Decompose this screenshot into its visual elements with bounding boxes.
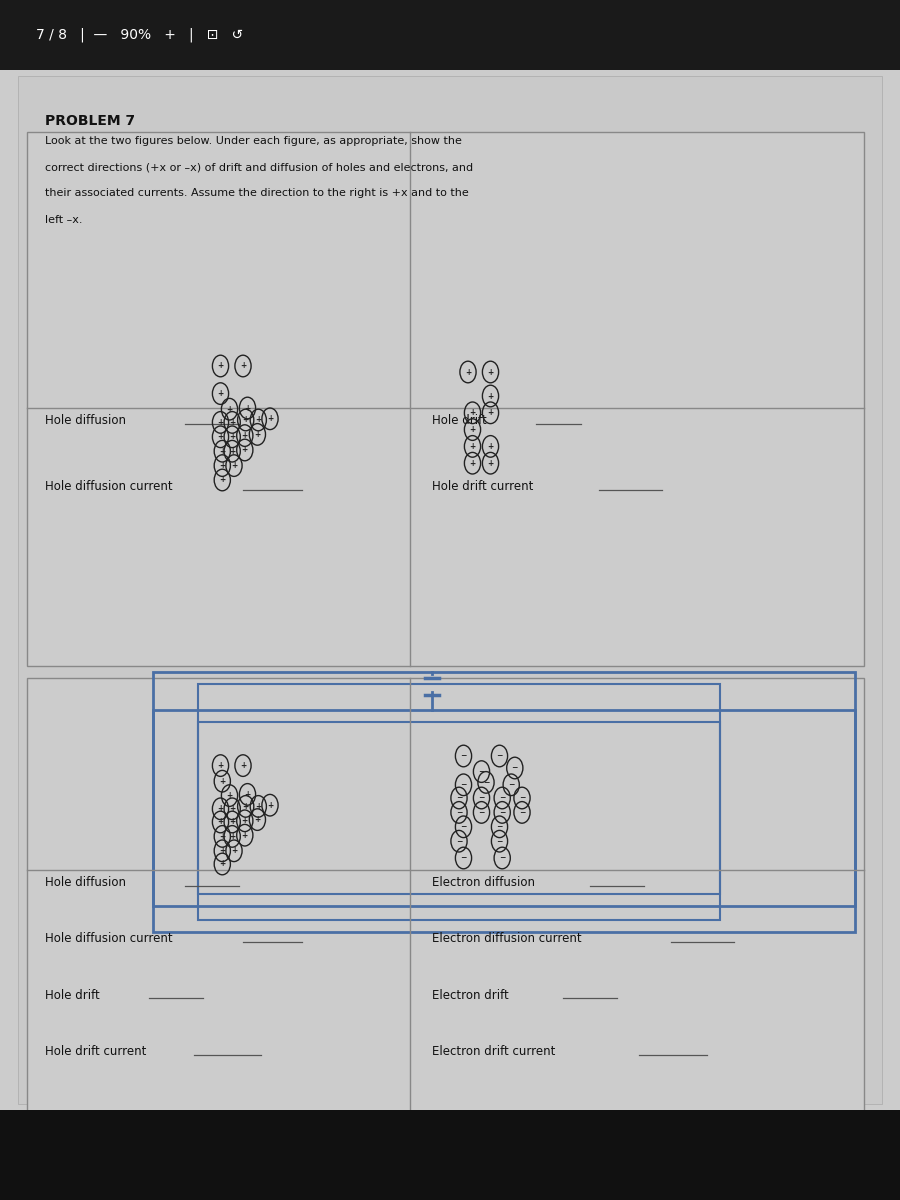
Text: −: − <box>478 793 485 803</box>
Bar <box>153 710 855 932</box>
Text: +: + <box>470 408 475 418</box>
Text: their associated currents. Assume the direction to the right is +x and to the: their associated currents. Assume the di… <box>45 188 469 198</box>
Text: +: + <box>230 804 235 814</box>
Text: +: + <box>220 859 225 869</box>
Text: +: + <box>220 776 225 786</box>
Text: Hole diffusion: Hole diffusion <box>45 876 126 889</box>
Bar <box>27 678 864 1128</box>
Text: Hole diffusion current: Hole diffusion current <box>45 932 173 946</box>
Text: +: + <box>230 832 235 841</box>
Text: Electron diffusion current: Electron diffusion current <box>432 932 581 946</box>
Text: +: + <box>230 432 235 442</box>
Text: +: + <box>267 800 273 810</box>
Text: +: + <box>231 461 237 470</box>
Text: +: + <box>218 361 223 371</box>
Text: Hole diffusion current: Hole diffusion current <box>45 480 173 493</box>
Text: Electron drift: Electron drift <box>432 989 508 1002</box>
Text: −: − <box>482 778 490 787</box>
Bar <box>0 0 900 70</box>
Text: 7 / 8   |  —   90%   +   |   ⊡   ↺: 7 / 8 | — 90% + | ⊡ ↺ <box>36 28 243 42</box>
Text: +: + <box>470 458 475 468</box>
Text: +: + <box>218 389 223 398</box>
Text: +: + <box>227 404 232 414</box>
Text: Look at the two figures below. Under each figure, as appropriate, show the: Look at the two figures below. Under eac… <box>45 136 462 145</box>
Text: +: + <box>242 431 248 440</box>
Text: −: − <box>499 808 506 817</box>
Text: Hole drift current: Hole drift current <box>432 480 534 493</box>
Text: −: − <box>455 793 463 803</box>
Bar <box>153 672 855 906</box>
Text: +: + <box>218 761 223 770</box>
Text: −: − <box>460 822 467 832</box>
Text: +: + <box>240 761 246 770</box>
Text: +: + <box>218 804 223 814</box>
Text: +: + <box>220 461 225 470</box>
Text: +: + <box>243 415 248 425</box>
Text: +: + <box>230 418 235 427</box>
Text: +: + <box>255 815 260 824</box>
Text: +: + <box>465 367 471 377</box>
Text: −: − <box>460 853 467 863</box>
Text: +: + <box>220 832 225 841</box>
Text: +: + <box>220 475 225 485</box>
Text: +: + <box>240 361 246 371</box>
Text: −: − <box>460 780 467 790</box>
Text: −: − <box>478 808 485 817</box>
Text: +: + <box>227 791 232 800</box>
Text: +: + <box>220 846 225 856</box>
Text: −: − <box>511 763 518 773</box>
Text: +: + <box>242 445 248 455</box>
Text: +: + <box>218 418 223 427</box>
Text: −: − <box>518 808 526 817</box>
Text: Hole drift: Hole drift <box>45 989 100 1002</box>
Text: +: + <box>243 802 248 811</box>
Text: −: − <box>478 767 485 776</box>
Bar <box>18 76 882 1104</box>
Text: +: + <box>488 367 493 377</box>
Text: −: − <box>518 793 526 803</box>
Text: +: + <box>488 391 493 401</box>
Text: −: − <box>508 780 515 790</box>
Bar <box>0 1110 900 1200</box>
Text: +: + <box>470 425 475 434</box>
Text: +: + <box>218 817 223 827</box>
Text: +: + <box>488 442 493 451</box>
Bar <box>198 684 720 894</box>
Text: +: + <box>256 802 261 811</box>
Text: +: + <box>245 790 250 799</box>
Text: +: + <box>230 446 235 456</box>
Bar <box>0 70 900 1110</box>
Text: +: + <box>267 414 273 424</box>
Text: left –x.: left –x. <box>45 215 83 224</box>
Text: +: + <box>256 415 261 425</box>
Text: −: − <box>499 793 506 803</box>
Text: +: + <box>242 816 248 826</box>
Text: −: − <box>499 853 506 863</box>
Bar <box>27 132 864 666</box>
Text: +: + <box>488 408 493 418</box>
Bar <box>198 722 720 920</box>
Text: PROBLEM 7: PROBLEM 7 <box>45 114 135 128</box>
Text: +: + <box>220 446 225 456</box>
Text: Hole drift current: Hole drift current <box>45 1045 147 1058</box>
Text: +: + <box>231 846 237 856</box>
Text: +: + <box>242 830 248 840</box>
Text: −: − <box>496 751 503 761</box>
Text: correct directions (+x or –x) of drift and diffusion of holes and electrons, and: correct directions (+x or –x) of drift a… <box>45 162 473 172</box>
Text: −: − <box>455 836 463 846</box>
Text: −: − <box>496 822 503 832</box>
Text: −: − <box>496 836 503 846</box>
Text: −: − <box>460 751 467 761</box>
Text: Hole diffusion: Hole diffusion <box>45 414 126 427</box>
Text: Electron drift current: Electron drift current <box>432 1045 555 1058</box>
Text: +: + <box>218 432 223 442</box>
Text: +: + <box>255 430 260 439</box>
Text: +: + <box>470 442 475 451</box>
Text: +: + <box>230 817 235 827</box>
Text: +: + <box>245 403 250 413</box>
Text: −: − <box>455 808 463 817</box>
Text: Hole drift: Hole drift <box>432 414 487 427</box>
Text: Electron diffusion: Electron diffusion <box>432 876 535 889</box>
Text: +: + <box>488 458 493 468</box>
